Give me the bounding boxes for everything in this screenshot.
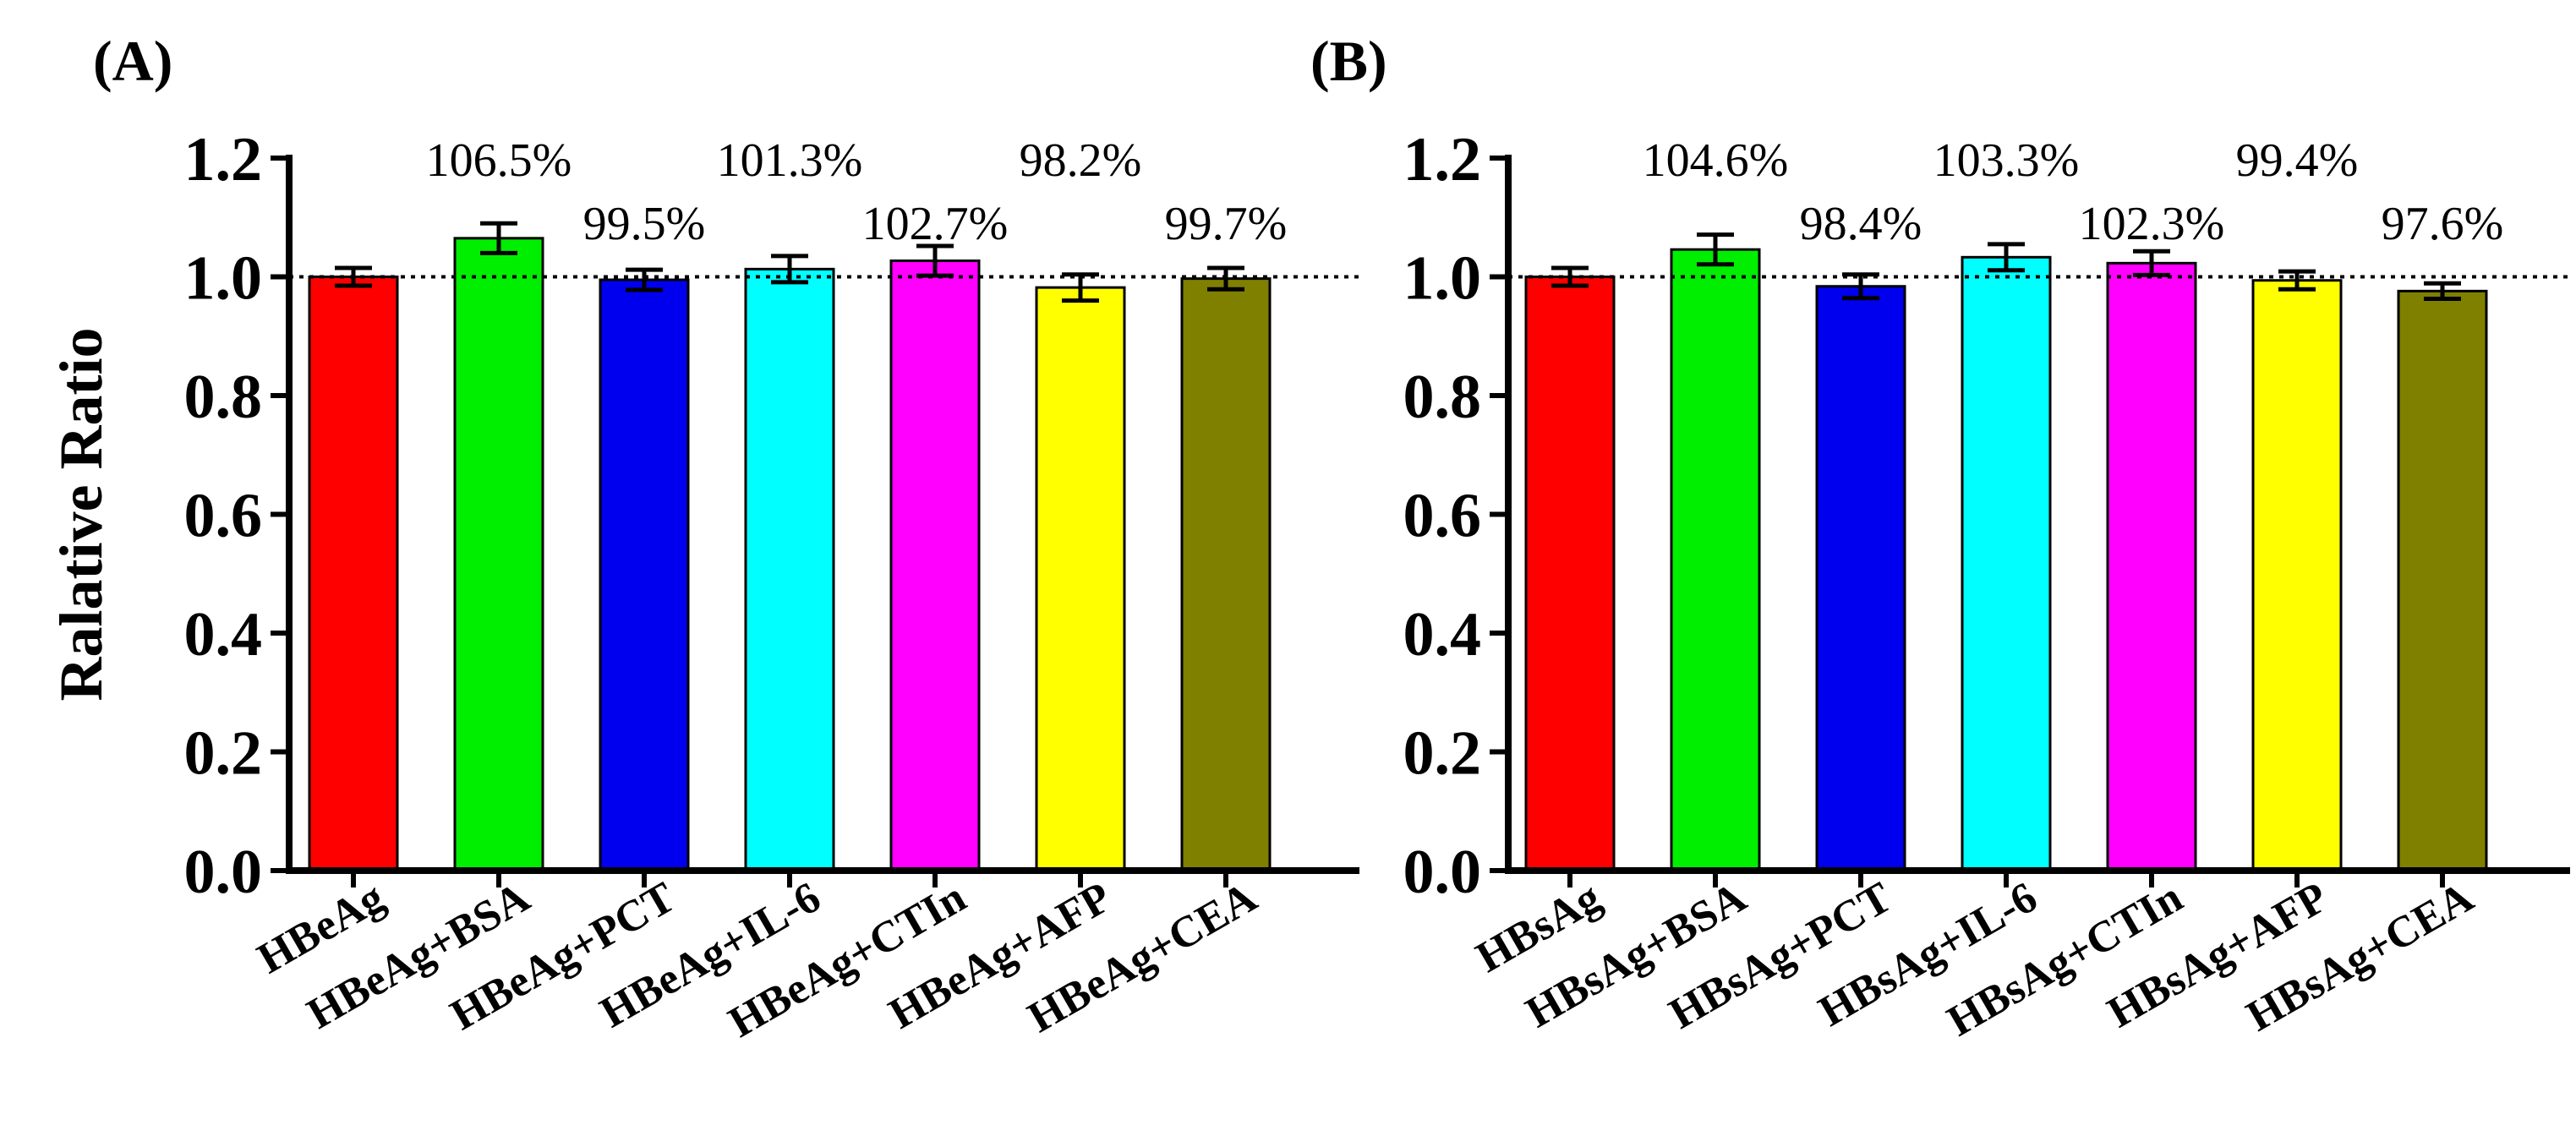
data-label-6: 97.6% — [2382, 198, 2504, 250]
bar-2 — [1815, 285, 1906, 872]
y-tick-label-2: 0.4 — [184, 600, 263, 669]
data-label-6: 99.7% — [1165, 198, 1288, 250]
y-tick-label-3: 0.6 — [1403, 482, 1482, 551]
data-label-4: 102.3% — [2079, 198, 2225, 250]
bar-6 — [2397, 289, 2488, 872]
data-label-2: 99.5% — [583, 198, 706, 250]
bar-0 — [308, 276, 399, 872]
y-tick-label-2: 0.4 — [1403, 600, 1482, 669]
data-label-2: 98.4% — [1800, 198, 1922, 250]
panel-label: (A) — [93, 29, 172, 93]
bar-6 — [1180, 277, 1272, 872]
data-label-3: 103.3% — [1933, 134, 2080, 187]
y-tick-label-5: 1.0 — [184, 244, 263, 314]
y-tick-label-0: 0.0 — [184, 838, 263, 907]
bar-5 — [2251, 279, 2343, 872]
y-tick-label-3: 0.6 — [184, 482, 263, 551]
bar-1 — [1670, 248, 1761, 872]
y-tick-label-1: 0.2 — [184, 719, 263, 789]
bar-3 — [1961, 255, 2052, 872]
bar-0 — [1524, 276, 1616, 872]
y-tick-label-4: 0.8 — [1403, 363, 1482, 432]
bar-3 — [744, 267, 835, 872]
data-label-1: 104.6% — [1643, 134, 1789, 187]
data-label-4: 102.7% — [862, 198, 1009, 250]
data-label-3: 101.3% — [717, 134, 863, 187]
y-tick-label-6: 1.2 — [184, 125, 263, 194]
bar-1 — [453, 237, 544, 872]
panel-b: (B)HBsAg104.6%HBsAg+BSA98.4%HBsAg+PCT103… — [1310, 29, 2570, 1046]
panel-label: (B) — [1310, 29, 1387, 93]
panel-a: (A)Ralative RatioHBeAg106.5%HBeAg+BSA99.… — [47, 29, 1359, 1047]
bar-4 — [889, 259, 981, 872]
bar-4 — [2106, 261, 2197, 872]
data-label-5: 99.4% — [2236, 134, 2359, 187]
y-tick-label-6: 1.2 — [1403, 125, 1482, 194]
y-tick-label-5: 1.0 — [1403, 244, 1482, 314]
data-label-1: 106.5% — [426, 134, 572, 187]
y-tick-label-0: 0.0 — [1403, 838, 1482, 907]
data-label-5: 98.2% — [1020, 134, 1142, 187]
y-axis-title: Ralative Ratio — [47, 328, 115, 702]
bar-2 — [599, 278, 690, 872]
bar-5 — [1035, 286, 1126, 872]
y-tick-label-4: 0.8 — [184, 363, 263, 432]
y-tick-label-1: 0.2 — [1403, 719, 1482, 789]
